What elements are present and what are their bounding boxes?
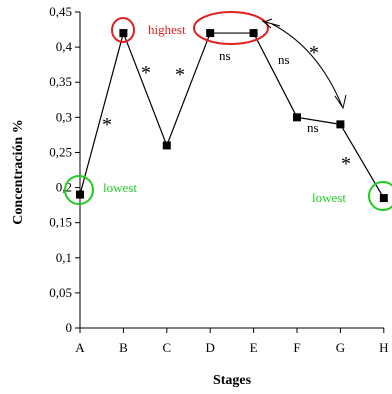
arrowhead-end-tip	[334, 94, 347, 110]
lowest-label-h: lowest	[312, 190, 346, 205]
x-axis-ticks: A B C D E F G H	[75, 328, 388, 355]
lowest-circle-h	[368, 181, 392, 211]
data-point-h	[379, 194, 388, 203]
comparison-arrow	[271, 23, 343, 107]
ns-label-fg: ns	[307, 120, 319, 135]
ns-label-de: ns	[219, 48, 231, 63]
y-tick-label: 0,25	[49, 144, 72, 159]
y-tick-label: 0,05	[49, 285, 72, 300]
y-tick-label: 0,15	[49, 215, 72, 230]
data-point-d	[206, 29, 215, 38]
data-point-g	[336, 120, 345, 129]
x-tick-label: A	[75, 340, 85, 355]
x-tick-label: G	[336, 340, 345, 355]
star-bc: *	[141, 62, 151, 84]
x-tick-label: F	[293, 340, 300, 355]
star-arrow: *	[309, 42, 319, 64]
highest-circle-b	[111, 17, 135, 43]
data-point-e	[249, 29, 258, 38]
star-gh: *	[341, 153, 351, 175]
y-tick-label: 0,4	[56, 39, 73, 54]
y-axis-ticks: 0 0,05 0,1 0,15 0,2 0,25 0,3 0,35 0,4 0,45	[49, 4, 80, 335]
highest-ellipse-de	[193, 11, 269, 45]
y-axis-title: Concentración %	[11, 119, 26, 224]
x-tick-label: E	[250, 340, 258, 355]
highest-label: highest	[148, 22, 186, 37]
data-point-f	[293, 113, 301, 122]
lowest-circle-a	[64, 175, 94, 205]
x-tick-label: D	[206, 340, 215, 355]
y-tick-label: 0,1	[56, 250, 72, 265]
data-point-c	[162, 141, 171, 150]
x-tick-label: H	[379, 340, 388, 355]
x-tick-label: B	[119, 340, 128, 355]
y-tick-label: 0,2	[56, 180, 72, 195]
y-tick-label: 0,3	[56, 109, 72, 124]
x-axis-title: Stages	[213, 373, 252, 388]
y-tick-label: 0	[66, 320, 73, 335]
arrowhead-start-tip	[263, 18, 273, 29]
series-line	[79, 31, 385, 199]
star-ab: *	[102, 114, 112, 136]
lowest-label-a: lowest	[103, 180, 137, 195]
ns-label-ef: ns	[278, 52, 290, 67]
x-tick-label: C	[162, 340, 171, 355]
y-tick-label: 0,45	[49, 4, 72, 19]
data-point-a	[76, 190, 84, 199]
y-tick-label: 0,35	[49, 74, 72, 89]
data-point-b	[119, 29, 128, 38]
star-cd: *	[175, 64, 185, 86]
concentration-series	[76, 29, 388, 203]
